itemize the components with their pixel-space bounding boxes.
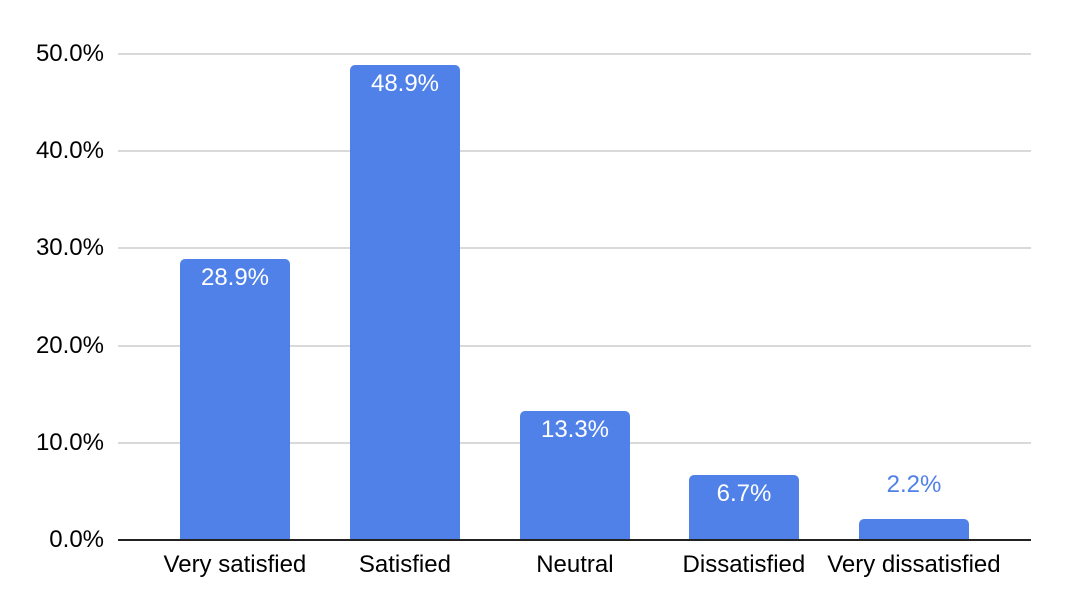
bar-very-satisfied[interactable] <box>180 259 290 540</box>
y-tick-label-40: 40.0% <box>35 137 104 165</box>
y-tick-label-20: 20.0% <box>35 331 104 359</box>
y-tick-label-10: 10.0% <box>35 428 104 456</box>
value-label-dissatisfied: 6.7% <box>716 480 772 507</box>
bar-dissatisfied[interactable] <box>689 475 799 540</box>
bar-satisfied[interactable] <box>350 65 460 540</box>
x-axis: Very satisfied Satisfied Neutral Dissatisfi… <box>118 542 1031 588</box>
y-tick-label-30: 30.0% <box>35 234 104 262</box>
value-label-satisfied: 48.9% <box>370 70 440 97</box>
x-axis-label-satisfied: Satisfied <box>358 551 451 578</box>
x-axis-label-very-dissatisfied: Very dissatisfied <box>827 551 1001 578</box>
x-axis-label-very-satisfied: Very satisfied <box>163 551 307 578</box>
gridline-40 <box>118 150 1031 153</box>
bar-neutral[interactable] <box>520 411 630 540</box>
y-tick-label-50: 50.0% <box>35 40 104 67</box>
x-axis-line <box>118 539 1031 541</box>
value-label-very-satisfied: 28.9% <box>200 264 270 291</box>
y-axis: 50.0% 40.0% 30.0% 20.0% 10.0% 0.0% <box>0 42 104 552</box>
plot-area: 28.9% 48.9% 13.3% 6.7% 2.2% <box>118 53 1031 541</box>
gridline-20 <box>118 344 1031 347</box>
x-axis-label-neutral: Neutral <box>536 551 614 578</box>
x-axis-label-dissatisfied: Dissatisfied <box>682 551 806 578</box>
value-label-neutral: 13.3% <box>540 416 610 443</box>
gridline-30 <box>118 247 1031 250</box>
y-tick-label-0: 0.0% <box>49 526 104 553</box>
gridline-50 <box>118 53 1031 55</box>
bar-very-dissatisfied[interactable] <box>859 519 969 540</box>
value-label-very-dissatisfied: 2.2% <box>886 471 942 498</box>
